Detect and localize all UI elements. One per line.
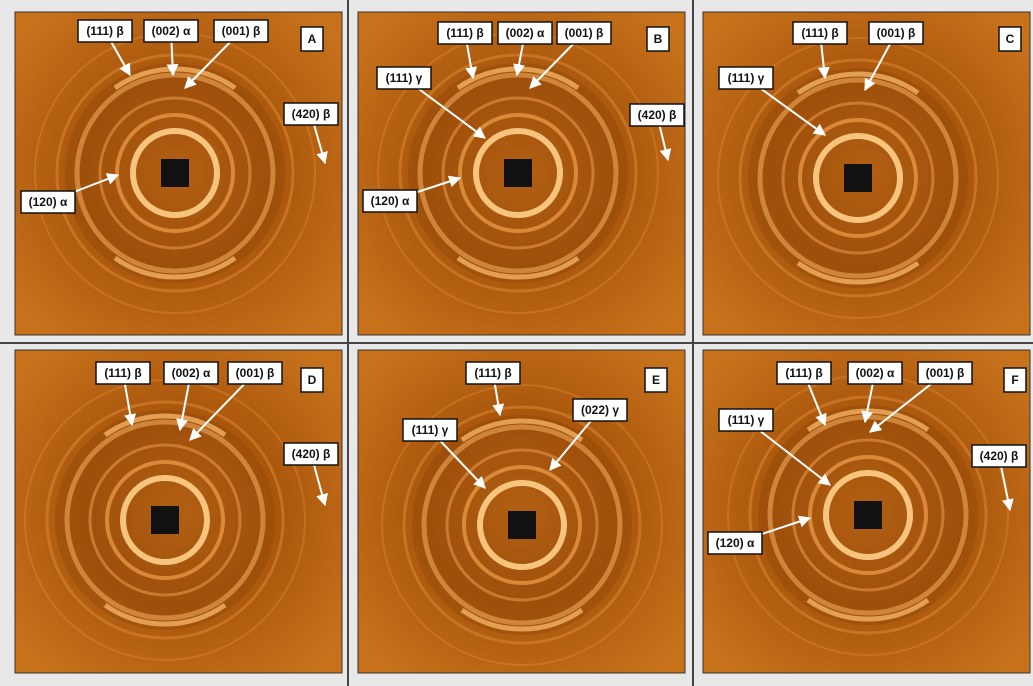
panel: C (111) β (001) β (111) γ (703, 12, 1030, 335)
peak-label: (111) β (446, 26, 483, 40)
peak-label: (420) β (292, 447, 331, 461)
peak-label: (111) β (801, 26, 838, 40)
peak-label: (111) β (104, 366, 141, 380)
peak-label: (001) β (877, 26, 916, 40)
beam-stop (151, 506, 179, 534)
panel-letter: C (1006, 32, 1015, 46)
peak-label: (120) α (371, 194, 410, 208)
figure: A (111) β (002) α (001) β (420) β (120) α B (11… (0, 0, 1033, 686)
beam-stop (844, 164, 872, 192)
panel-letter: A (308, 32, 317, 46)
panel: A (111) β (002) α (001) β (420) β (120) α (15, 12, 342, 335)
beam-stop (504, 159, 532, 187)
panel-letter: B (654, 32, 663, 46)
peak-label: (111) β (474, 366, 511, 380)
beam-stop (854, 501, 882, 529)
peak-label: (111) γ (728, 413, 765, 427)
peak-label: (111) β (86, 24, 123, 38)
panel: B (111) β (002) α (001) β (111) γ (420) β (120… (358, 12, 685, 335)
peak-label: (111) γ (728, 71, 765, 85)
panel: F (111) β (002) α (001) β (111) γ (420) β (120… (703, 350, 1030, 673)
beam-stop (161, 159, 189, 187)
peak-label: (111) γ (412, 423, 449, 437)
peak-label: (120) α (29, 195, 68, 209)
peak-label: (002) α (506, 26, 545, 40)
peak-label: (420) β (638, 108, 677, 122)
panel: E (111) β (111) γ (022) γ (358, 350, 685, 673)
peak-label: (002) α (856, 366, 895, 380)
peak-label: (120) α (716, 536, 755, 550)
panel: D (111) β (002) α (001) β (420) β (15, 350, 342, 673)
beam-stop (508, 511, 536, 539)
peak-label: (001) β (222, 24, 261, 38)
panel-letter: D (308, 373, 317, 387)
peak-label: (111) β (785, 366, 822, 380)
peak-label: (002) α (152, 24, 191, 38)
peak-label: (001) β (236, 366, 275, 380)
peak-label: (001) β (565, 26, 604, 40)
peak-label: (111) γ (386, 71, 423, 85)
peak-label: (022) γ (581, 403, 619, 417)
peak-label: (002) α (172, 366, 211, 380)
panel-letter: E (652, 373, 660, 387)
panel-letter: F (1011, 373, 1018, 387)
peak-label: (420) β (980, 449, 1019, 463)
peak-label: (420) β (292, 107, 331, 121)
peak-label: (001) β (926, 366, 965, 380)
